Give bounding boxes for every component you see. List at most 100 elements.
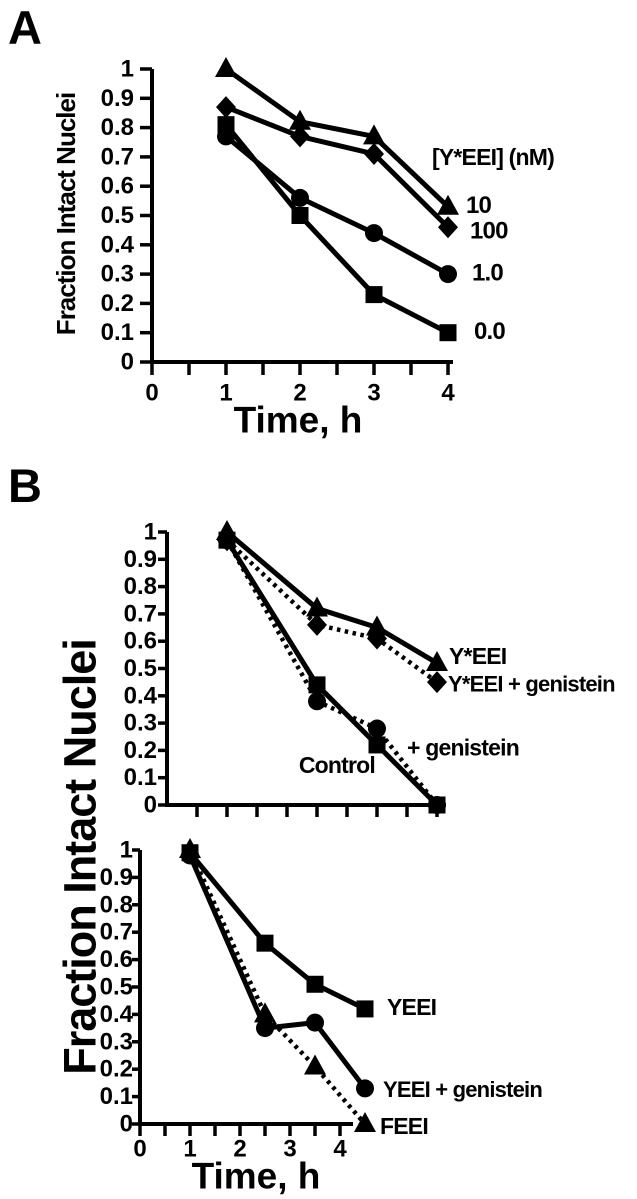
marker-square-control: [368, 736, 386, 754]
marker-circle-yeei-genistein: [181, 846, 199, 865]
y-tick-label: 0.5: [100, 974, 133, 1001]
y-tick-label: 0.1: [100, 1083, 133, 1110]
y-tick-label: 1: [121, 56, 134, 83]
x-tick-label: 0: [133, 1136, 146, 1163]
marker-circle-yeei-genistein: [306, 1013, 324, 1032]
marker-circle-yeei-genistein: [356, 1079, 374, 1098]
x-tick-label: 1: [183, 1136, 196, 1163]
y-tick-label: 0.9: [124, 546, 157, 573]
series-label-yeei-genistein: YEEI + genistein: [383, 1077, 542, 1102]
marker-circle-y-eei-1-0-nm: [291, 188, 309, 207]
y-tick-label: 0.5: [124, 655, 157, 682]
y-tick-label: 0.1: [101, 319, 134, 346]
y-axis-title: Fraction Intact Nuclei: [55, 639, 106, 1075]
series-label-yeei: YEEI: [387, 994, 436, 1020]
series-label-y-eei-100-nm: 100: [470, 218, 508, 245]
y-tick-label: 0.7: [100, 919, 133, 946]
marker-diamond-y-eei-100-nm: [290, 125, 310, 148]
panel-a-label: A: [8, 1, 42, 54]
y-tick-label: 0.6: [101, 173, 134, 200]
y-tick-label: 0: [120, 1111, 133, 1138]
marker-triangle-y-eei-10-nm: [363, 124, 385, 145]
marker-square-y-eei-0-0-nm: [217, 116, 235, 134]
y-tick-label: 1: [144, 519, 157, 546]
marker-triangle-feei: [254, 1002, 276, 1023]
series-line-feei: [187, 849, 367, 1126]
y-tick-label: 0.2: [101, 290, 134, 317]
series-label-feei: FEEI: [380, 1113, 428, 1139]
series-label-y-eei-1-0-nm: 1.0: [472, 260, 503, 287]
marker-diamond-y-eei-genistein: [367, 627, 387, 650]
marker-square-y-eei-0-0-nm: [291, 207, 309, 224]
x-axis-title: Time, h: [234, 400, 363, 441]
y-tick-label: 0: [121, 349, 134, 376]
y-tick-label: 0.9: [100, 864, 133, 891]
marker-triangle-y-eei: [426, 651, 448, 672]
y-tick-label: 0.9: [101, 85, 134, 112]
marker-diamond-y-eei-genistein: [307, 613, 327, 636]
marker-diamond-y-eei-100-nm: [438, 216, 458, 239]
y-tick-label: 0.8: [100, 891, 133, 918]
marker-circle-yeei-genistein: [256, 1019, 274, 1038]
series-line-yeei: [188, 851, 367, 1012]
panel-b-top: 00.10.20.30.40.50.60.70.80.91 Control Y*EE…: [124, 519, 616, 819]
y-tick-label: 0.1: [124, 764, 157, 791]
x-tick-label: 1: [219, 380, 232, 407]
marker-circle-genistein: [308, 692, 326, 711]
marker-square-control: [308, 676, 326, 694]
series-label-control: Control: [299, 752, 375, 778]
marker-diamond-y-eei-100-nm: [364, 142, 384, 165]
y-tick-label: 0.6: [124, 628, 157, 655]
marker-square-yeei: [306, 975, 324, 993]
series-line-y-eei-100-nm: [225, 104, 450, 229]
y-tick-label: 0.4: [124, 682, 158, 709]
series-line-y-eei: [225, 530, 439, 666]
y-tick-label: 0.2: [100, 1056, 133, 1083]
marker-square-y-eei-0-0-nm: [439, 324, 457, 342]
series-line-yeei-genistein: [187, 854, 367, 1090]
series-label-y-eei: Y*EEI: [449, 643, 506, 669]
marker-diamond-y-eei-genistein: [427, 671, 447, 694]
marker-diamond-y-eei-100-nm: [216, 96, 236, 119]
y-tick-label: 0.3: [100, 1028, 133, 1055]
panel-a: 0 1 2 3 400.10.20.30.40.50.60.70.80.91101001…: [51, 56, 555, 441]
legend-title: [Y*EEI] (nM): [432, 144, 554, 170]
series-label-y-eei-0-0-nm: 0.0: [474, 318, 505, 345]
y-tick-label: 0.4: [100, 1001, 134, 1028]
marker-circle-genistein: [218, 531, 236, 550]
y-tick-label: 1: [120, 837, 133, 864]
y-tick-label: 0: [144, 792, 157, 819]
marker-triangle-y-eei-10-nm: [215, 57, 237, 77]
marker-square-yeei: [256, 934, 274, 952]
y-tick-label: 0.7: [124, 600, 157, 627]
y-axis-title: Fraction Intact Nuclei: [51, 93, 81, 335]
y-tick-label: 0.6: [100, 946, 133, 973]
marker-triangle-y-eei-10-nm: [437, 194, 459, 215]
series-label-y-eei-10-nm: 10: [466, 192, 492, 219]
marker-triangle-y-eei: [306, 596, 328, 617]
x-tick-label: 3: [367, 380, 380, 407]
x-axis-title: Time, h: [192, 1156, 321, 1197]
x-tick-label: 4: [441, 380, 455, 407]
x-tick-label: 3: [283, 1136, 296, 1163]
x-tick-label: 0: [145, 380, 158, 407]
series-line-genistein: [225, 539, 439, 807]
marker-circle-y-eei-1-0-nm: [439, 265, 457, 284]
y-tick-label: 0.2: [124, 737, 157, 764]
x-tick-label: 4: [333, 1136, 347, 1163]
marker-circle-genistein: [428, 796, 446, 814]
marker-square-y-eei-0-0-nm: [365, 286, 383, 304]
y-tick-label: 0.5: [101, 202, 134, 229]
series-line-y-eei-10-nm: [224, 66, 450, 209]
marker-triangle-y-eei: [366, 615, 388, 636]
x-tick-label: 2: [293, 380, 306, 407]
marker-triangle-feei: [304, 1054, 326, 1075]
series-label-y-eei-genistein: Y*EEI + genistein: [448, 672, 615, 697]
marker-triangle-feei: [354, 1112, 376, 1132]
marker-triangle-y-eei-10-nm: [289, 109, 311, 130]
y-tick-label: 0.7: [101, 143, 134, 170]
y-tick-label: 0.8: [101, 114, 134, 141]
y-tick-label: 0.8: [124, 573, 157, 600]
